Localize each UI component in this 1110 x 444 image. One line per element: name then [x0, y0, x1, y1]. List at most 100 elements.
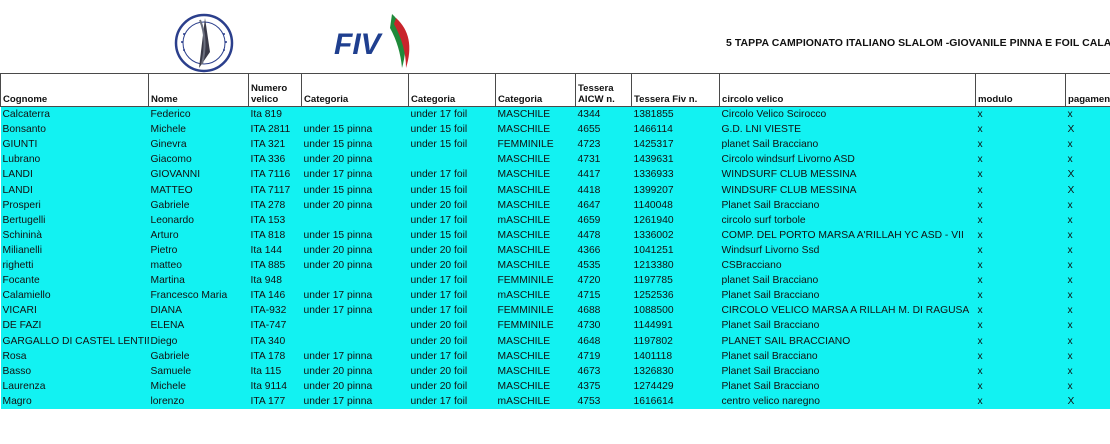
cell-tessera-aicw: 4375: [575, 378, 632, 394]
cell-categoria-foil: under 20 foil: [408, 257, 496, 274]
cell-pagamento: x: [1065, 318, 1110, 334]
cell-numero-velico: Ita 819: [248, 106, 302, 123]
table-row: Lubrano Giacomo ITA 336 under 20 pinna MASCH…: [0, 152, 1110, 168]
cell-tessera-aicw: 4655: [575, 122, 632, 138]
cell-modulo: x: [975, 333, 1066, 349]
cell-circolo-velico: PLANET SAIL BRACCIANO: [719, 333, 976, 349]
cell-categoria-foil: under 15 foil: [408, 182, 496, 198]
cell-pagamento: x: [1065, 212, 1110, 228]
cell-categoria-sesso: MASCHILE: [495, 333, 576, 349]
cell-nome: Arturo: [148, 227, 249, 243]
cell-pagamento: X: [1065, 122, 1110, 138]
cell-cognome: Bertugelli: [0, 212, 149, 228]
cell-categoria-pinna: [301, 333, 409, 349]
cell-modulo: x: [975, 378, 1066, 394]
table-row: Schininà Arturo ITA 818 under 15 pinna under…: [0, 227, 1110, 243]
table-row: Focante Martina Ita 948 under 17 foil FEMMIN…: [0, 273, 1110, 289]
cell-numero-velico: ITA 153: [248, 212, 302, 228]
cell-nome: matteo: [148, 257, 249, 274]
cell-numero-velico: ITA 146: [248, 288, 302, 304]
cell-tessera-fiv: 1616614: [631, 393, 720, 409]
cell-tessera-fiv: 1261940: [631, 212, 720, 228]
cell-nome: Martina: [148, 273, 249, 289]
cell-cognome: Bonsanto: [0, 122, 149, 138]
cell-circolo-velico: centro velico naregno: [719, 393, 976, 409]
cell-categoria-sesso: FEMMINILE: [495, 318, 576, 334]
cell-nome: MATTEO: [148, 182, 249, 198]
cell-categoria-foil: under 20 foil: [408, 378, 496, 394]
cell-circolo-velico: CIRCOLO VELICO MARSA A RILLAH M. DI RAGU…: [719, 303, 976, 319]
cell-modulo: x: [975, 197, 1066, 213]
cell-circolo-velico: WINDSURF CLUB MESSINA: [719, 167, 976, 183]
cell-modulo: x: [975, 137, 1066, 153]
cell-pagamento: x: [1065, 242, 1110, 258]
cell-pagamento: x: [1065, 273, 1110, 289]
table-row: Rosa Gabriele ITA 178 under 17 pinna under 1…: [0, 348, 1110, 364]
cell-pagamento: x: [1065, 303, 1110, 319]
cell-nome: DIANA: [148, 303, 249, 319]
fiv-logo: FIV: [330, 10, 420, 70]
cell-tessera-aicw: 4344: [575, 106, 632, 123]
cell-categoria-foil: under 15 foil: [408, 227, 496, 243]
column-header-categoria-pinna: Categoria: [301, 73, 409, 107]
cell-pagamento: x: [1065, 106, 1110, 123]
cell-nome: Michele: [148, 122, 249, 138]
cell-categoria-sesso: MASCHILE: [495, 182, 576, 198]
column-header-nome: Nome: [148, 73, 249, 107]
cell-nome: GIOVANNI: [148, 167, 249, 183]
cell-cognome: LANDI: [0, 167, 149, 183]
cell-categoria-pinna: under 17 pinna: [301, 393, 409, 409]
table-row: Bonsanto Michele ITA 2811 under 15 pinna und…: [0, 122, 1110, 138]
column-header-circolo-velico: circolo velico: [719, 73, 976, 107]
cell-categoria-foil: under 20 foil: [408, 333, 496, 349]
cell-categoria-foil: under 15 foil: [408, 137, 496, 153]
cell-pagamento: x: [1065, 333, 1110, 349]
table-row: LANDI MATTEO ITA 7117 under 15 pinna under 1…: [0, 182, 1110, 198]
cell-circolo-velico: Planet Sail Bracciano: [719, 197, 976, 213]
cell-modulo: x: [975, 167, 1066, 183]
cell-categoria-foil: under 17 foil: [408, 167, 496, 183]
cell-circolo-velico: G.D. LNI VIESTE: [719, 122, 976, 138]
cell-categoria-sesso: mASCHILE: [495, 212, 576, 228]
cell-numero-velico: Ita 9114: [248, 378, 302, 394]
cell-pagamento: X: [1065, 393, 1110, 409]
cell-pagamento: X: [1065, 182, 1110, 198]
column-header-categoria-foil: Categoria: [408, 73, 496, 107]
column-header-numero-velico: Numero velico: [248, 73, 302, 107]
cell-numero-velico: Ita 115: [248, 363, 302, 379]
cell-nome: Michele: [148, 378, 249, 394]
cell-categoria-sesso: MASCHILE: [495, 106, 576, 123]
cell-tessera-fiv: 1144991: [631, 318, 720, 334]
cell-tessera-fiv: 1399207: [631, 182, 720, 198]
cell-nome: ELENA: [148, 318, 249, 334]
cell-categoria-pinna: under 20 pinna: [301, 197, 409, 213]
cell-tessera-aicw: 4648: [575, 333, 632, 349]
cell-modulo: x: [975, 393, 1066, 409]
cell-nome: Francesco Maria: [148, 288, 249, 304]
cell-categoria-sesso: MASCHILE: [495, 122, 576, 138]
cell-cognome: Schininà: [0, 227, 149, 243]
cell-nome: Diego: [148, 333, 249, 349]
cell-categoria-pinna: under 15 pinna: [301, 182, 409, 198]
cell-categoria-pinna: under 17 pinna: [301, 167, 409, 183]
cell-tessera-aicw: 4535: [575, 257, 632, 274]
cell-nome: Gabriele: [148, 348, 249, 364]
column-header-tessera-fiv: Tessera Fiv n.: [631, 73, 720, 107]
cell-pagamento: x: [1065, 348, 1110, 364]
cell-tessera-aicw: 4753: [575, 393, 632, 409]
cell-circolo-velico: WINDSURF CLUB MESSINA: [719, 182, 976, 198]
column-header-line2: AICW n.: [578, 94, 615, 105]
cell-categoria-sesso: MASCHILE: [495, 378, 576, 394]
cell-tessera-fiv: 1326830: [631, 363, 720, 379]
fiv-logo-text: FIV: [334, 28, 384, 61]
cell-pagamento: x: [1065, 257, 1110, 274]
cell-categoria-pinna: under 17 pinna: [301, 348, 409, 364]
cell-cognome: Focante: [0, 273, 149, 289]
cell-categoria-foil: under 15 foil: [408, 122, 496, 138]
cell-categoria-sesso: MASCHILE: [495, 227, 576, 243]
cell-tessera-aicw: 4418: [575, 182, 632, 198]
cell-tessera-fiv: 1466114: [631, 122, 720, 138]
cell-tessera-aicw: 4723: [575, 137, 632, 153]
cell-modulo: x: [975, 303, 1066, 319]
cell-categoria-pinna: under 17 pinna: [301, 303, 409, 319]
